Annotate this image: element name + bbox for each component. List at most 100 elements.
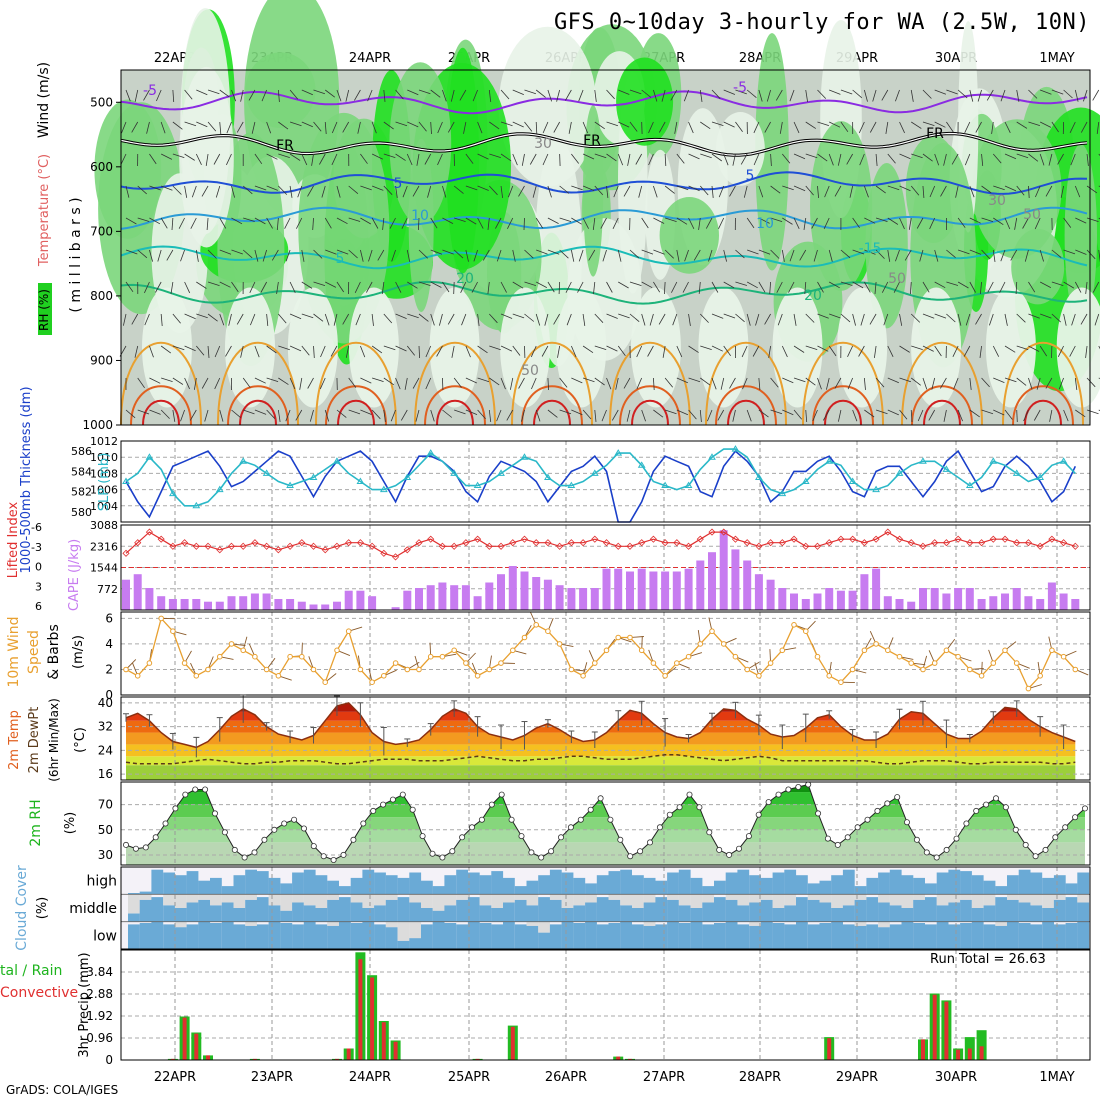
chart-title: GFS 0~10day 3-hourly for WA (2.5W, 10N) — [420, 10, 1090, 35]
cloud-clear-middle — [702, 894, 714, 902]
cloud-clear-middle — [128, 894, 140, 913]
cloud-bar-middle — [327, 900, 339, 922]
cape-bar — [825, 588, 833, 610]
ylabel-wind: Wind (m/s) — [36, 62, 52, 138]
rh2m-marker — [203, 787, 208, 792]
wind10m-marker — [464, 661, 469, 666]
cape-bar — [837, 591, 845, 610]
cloud-bar-low — [984, 924, 996, 949]
contour-label: FR — [276, 138, 294, 154]
cloud-bar-low — [925, 924, 937, 949]
cloud-bar-middle — [409, 903, 421, 922]
ylabel-cloud-2: (%) — [35, 897, 50, 920]
wind10m-marker — [897, 654, 902, 659]
cloud-clear-middle — [784, 894, 796, 905]
cloud-bar-low — [843, 924, 855, 949]
wind10m-marker — [534, 623, 539, 628]
rh2m-marker — [1053, 835, 1058, 840]
cloud-bar-middle — [269, 905, 281, 921]
cape-bar — [556, 585, 564, 610]
cloud-bar-middle — [714, 897, 726, 922]
wind10m-marker — [944, 648, 949, 653]
x-date-label-bottom: 1MAY — [1039, 1070, 1074, 1085]
cape-bar — [169, 599, 177, 610]
wind10m-marker — [639, 648, 644, 653]
cloud-clear-middle — [855, 894, 867, 900]
cloud-bar-high — [562, 873, 574, 895]
cloud-bar-high — [409, 873, 421, 895]
cloud-bar-low — [679, 923, 691, 949]
rh2m-marker — [420, 834, 425, 839]
wind10m-marker — [300, 654, 305, 659]
cloud-bar-low — [1077, 922, 1089, 949]
rh2m-marker — [173, 806, 178, 811]
rh2m-marker — [558, 835, 563, 840]
cloud-bar-low — [175, 927, 187, 949]
cloud-bar-middle — [398, 897, 410, 922]
rh2m-marker — [539, 855, 544, 860]
cloud-bar-low — [1007, 922, 1019, 949]
cape-bar — [720, 530, 728, 610]
cloud-bar-high — [948, 870, 960, 895]
rh2m-marker — [1082, 806, 1087, 811]
cloud-bar-low — [855, 926, 867, 949]
cloud-bar-low — [374, 924, 386, 949]
cloud-bar-middle — [691, 908, 703, 922]
cloud-bar-low — [538, 933, 550, 949]
cloud-clear-low — [749, 922, 761, 926]
cloud-clear-middle — [1007, 894, 1019, 900]
cloud-bar-high — [878, 873, 890, 895]
cape-bar — [673, 572, 681, 611]
rh2m-marker — [608, 817, 613, 822]
cloud-bar-high — [726, 873, 738, 895]
rh2m-marker — [133, 846, 138, 851]
cape-bar — [310, 605, 318, 611]
cloud-clear-middle — [644, 894, 656, 902]
cloud-bar-middle — [480, 905, 492, 921]
wind10m-marker — [182, 661, 187, 666]
cloud-bar-low — [515, 924, 527, 949]
cape-bar — [790, 594, 798, 611]
wind10m-marker — [921, 667, 926, 672]
precip-convective-bar — [968, 1049, 972, 1061]
rh2m-marker — [727, 852, 732, 857]
ylabel-temp-4: (°C) — [73, 727, 88, 753]
precip-convective-bar — [944, 1002, 948, 1060]
rh2m-marker — [1063, 825, 1068, 830]
cloud-bar-high — [140, 892, 152, 895]
cape-bar — [603, 569, 611, 610]
rh2m-marker — [381, 802, 386, 807]
precip-convective-bar — [358, 959, 362, 1060]
cloud-bar-low — [573, 923, 585, 949]
rh2m-marker — [262, 837, 267, 842]
cape-bar — [474, 596, 482, 610]
cloud-clear-middle — [878, 894, 890, 902]
cloud-clear-middle — [773, 894, 785, 908]
cape-bar — [907, 602, 915, 610]
cloud-bar-low — [234, 924, 246, 949]
cloud-bar-high — [902, 875, 914, 894]
y-tick-label-li: -3 — [31, 541, 42, 554]
cape-bar — [485, 583, 493, 611]
wind10m-marker — [171, 629, 176, 634]
cloud-clear-middle — [163, 894, 175, 905]
cloud-bar-middle — [597, 897, 609, 922]
cloud-bar-low — [866, 924, 878, 949]
cloud-bar-low — [1066, 923, 1078, 949]
rh2m-marker — [924, 850, 929, 855]
cloud-clear-middle — [1054, 894, 1066, 900]
cloud-clear-middle — [456, 894, 468, 900]
rh2m-marker — [311, 844, 316, 849]
cape-bar — [122, 580, 130, 610]
cape-bar — [966, 588, 974, 610]
cloud-clear-middle — [890, 894, 902, 905]
cloud-bar-middle — [737, 905, 749, 921]
wind10m-marker — [909, 661, 914, 666]
cape-bar — [251, 594, 259, 611]
cape-bar — [1036, 599, 1044, 610]
cloud-clear-middle — [304, 894, 316, 905]
cloud-bar-high — [398, 878, 410, 894]
wind10m-marker — [979, 674, 984, 679]
cape-bar — [239, 596, 247, 610]
cloud-clear-low — [527, 922, 539, 926]
